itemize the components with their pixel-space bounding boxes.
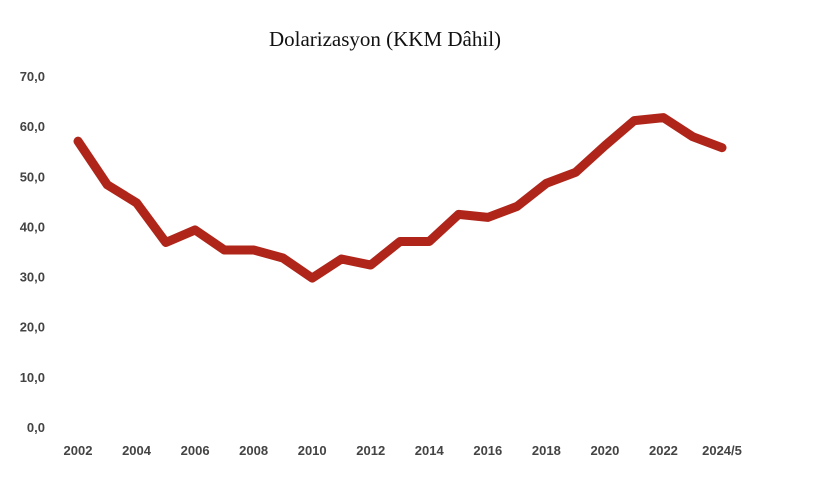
y-tick-label: 10,0 (20, 370, 45, 385)
y-axis: 0,0 10,0 20,0 30,0 40,0 50,0 60,0 70,0 (20, 69, 45, 435)
x-tick-label: 2022 (649, 443, 678, 458)
y-tick-label: 40,0 (20, 219, 45, 234)
x-tick-label: 2010 (298, 443, 327, 458)
x-tick-label: 2016 (473, 443, 502, 458)
x-tick-label: 2018 (532, 443, 561, 458)
x-tick-label: 2020 (590, 443, 619, 458)
series-line (73, 113, 727, 283)
x-tick-label: 2024/5 (702, 443, 742, 458)
x-tick-label: 2014 (415, 443, 445, 458)
x-tick-label: 2008 (239, 443, 268, 458)
x-tick-label: 2004 (122, 443, 152, 458)
x-tick-label: 2012 (356, 443, 385, 458)
chart-title: Dolarizasyon (KKM Dâhil) (269, 27, 501, 51)
series-group (73, 113, 727, 283)
y-tick-label: 60,0 (20, 119, 45, 134)
x-tick-label: 2002 (64, 443, 93, 458)
y-tick-label: 30,0 (20, 270, 45, 285)
y-tick-label: 50,0 (20, 169, 45, 184)
y-tick-label: 0,0 (27, 420, 45, 435)
x-tick-label: 2006 (181, 443, 210, 458)
x-axis: 2002 2004 2006 2008 2010 2012 2014 2016 2018 2020… (64, 443, 742, 458)
y-tick-label: 70,0 (20, 69, 45, 84)
y-tick-label: 20,0 (20, 320, 45, 335)
